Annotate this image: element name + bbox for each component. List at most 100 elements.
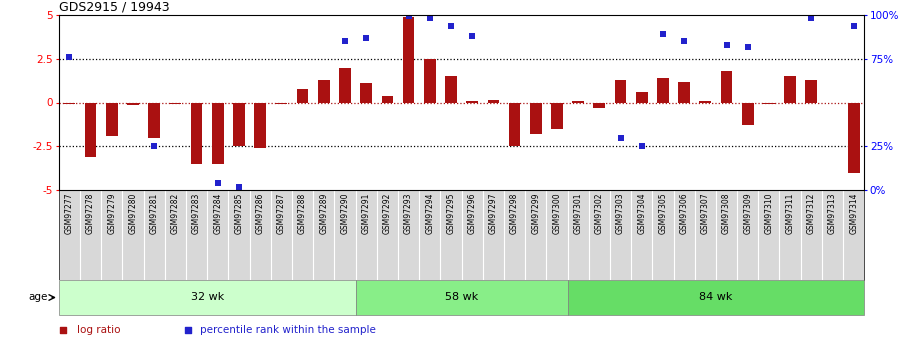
Point bbox=[180, 327, 195, 333]
Text: GSM97304: GSM97304 bbox=[637, 193, 646, 234]
Bar bbox=[657, 78, 669, 102]
Point bbox=[211, 180, 225, 186]
Point bbox=[804, 15, 818, 20]
Bar bbox=[233, 102, 245, 146]
Point bbox=[401, 13, 415, 19]
Text: GSM97312: GSM97312 bbox=[806, 193, 815, 234]
Text: GSM97308: GSM97308 bbox=[722, 193, 731, 234]
Bar bbox=[106, 102, 118, 136]
Text: GSM97295: GSM97295 bbox=[446, 193, 455, 234]
Text: GSM97277: GSM97277 bbox=[65, 193, 74, 234]
Point bbox=[147, 144, 161, 149]
Text: GSM97289: GSM97289 bbox=[319, 193, 329, 234]
Bar bbox=[63, 102, 75, 104]
Text: GSM97299: GSM97299 bbox=[531, 193, 540, 234]
Text: GSM97306: GSM97306 bbox=[680, 193, 689, 234]
Text: GSM97285: GSM97285 bbox=[234, 193, 243, 234]
Text: GSM97301: GSM97301 bbox=[574, 193, 583, 234]
Point bbox=[655, 31, 670, 37]
Bar bbox=[339, 68, 351, 102]
Text: 84 wk: 84 wk bbox=[700, 293, 732, 303]
Bar bbox=[720, 71, 732, 102]
Bar bbox=[678, 81, 690, 102]
Bar bbox=[700, 101, 711, 102]
Bar bbox=[85, 102, 97, 157]
Text: GSM97282: GSM97282 bbox=[171, 193, 180, 234]
Point bbox=[465, 33, 480, 39]
Bar bbox=[297, 89, 309, 102]
Bar bbox=[567, 280, 864, 315]
Point bbox=[846, 23, 861, 28]
Text: GSM97302: GSM97302 bbox=[595, 193, 604, 234]
Bar bbox=[128, 102, 138, 105]
Text: GSM97279: GSM97279 bbox=[108, 193, 117, 234]
Bar bbox=[445, 76, 457, 102]
Text: percentile rank within the sample: percentile rank within the sample bbox=[200, 325, 376, 335]
Bar bbox=[59, 280, 356, 315]
Bar bbox=[318, 80, 329, 102]
Bar bbox=[360, 83, 372, 102]
Bar bbox=[848, 102, 860, 172]
Bar bbox=[169, 102, 181, 104]
Bar bbox=[148, 102, 160, 138]
Text: GSM97313: GSM97313 bbox=[828, 193, 837, 234]
Point bbox=[740, 44, 755, 49]
Bar bbox=[572, 101, 584, 102]
Bar bbox=[530, 102, 541, 134]
Bar bbox=[594, 102, 605, 108]
Point bbox=[62, 54, 77, 60]
Point bbox=[677, 39, 691, 44]
Bar bbox=[805, 80, 817, 102]
Text: GSM97314: GSM97314 bbox=[849, 193, 858, 234]
Point bbox=[719, 42, 734, 48]
Text: GSM97296: GSM97296 bbox=[468, 193, 477, 234]
Bar bbox=[763, 102, 775, 104]
Bar bbox=[212, 102, 224, 164]
Text: GSM97292: GSM97292 bbox=[383, 193, 392, 234]
Text: GSM97294: GSM97294 bbox=[425, 193, 434, 234]
Point bbox=[359, 35, 374, 40]
Text: log ratio: log ratio bbox=[77, 325, 120, 335]
Text: GSM97303: GSM97303 bbox=[616, 193, 625, 234]
Text: GSM97305: GSM97305 bbox=[659, 193, 667, 234]
Text: GSM97310: GSM97310 bbox=[765, 193, 774, 234]
Text: GSM97290: GSM97290 bbox=[340, 193, 349, 234]
Bar bbox=[614, 80, 626, 102]
Text: GSM97288: GSM97288 bbox=[298, 193, 307, 234]
Text: GSM97291: GSM97291 bbox=[362, 193, 371, 234]
Bar bbox=[509, 102, 520, 146]
Text: GSM97298: GSM97298 bbox=[510, 193, 519, 234]
Text: GSM97307: GSM97307 bbox=[700, 193, 710, 234]
Bar bbox=[424, 59, 435, 102]
Bar bbox=[785, 76, 795, 102]
Bar bbox=[191, 102, 203, 164]
Text: GSM97281: GSM97281 bbox=[149, 193, 158, 234]
Text: 32 wk: 32 wk bbox=[191, 293, 224, 303]
Text: GSM97300: GSM97300 bbox=[552, 193, 561, 234]
Point bbox=[338, 39, 352, 44]
Point bbox=[634, 144, 649, 149]
Bar bbox=[254, 102, 266, 148]
Text: GSM97278: GSM97278 bbox=[86, 193, 95, 234]
Text: GSM97287: GSM97287 bbox=[277, 193, 286, 234]
Bar bbox=[742, 102, 754, 125]
Bar bbox=[356, 280, 567, 315]
Bar bbox=[275, 102, 287, 104]
Text: GSM97280: GSM97280 bbox=[129, 193, 138, 234]
Bar bbox=[403, 17, 414, 102]
Bar bbox=[636, 92, 648, 102]
Text: GSM97286: GSM97286 bbox=[256, 193, 264, 234]
Text: GSM97293: GSM97293 bbox=[404, 193, 413, 234]
Point bbox=[443, 23, 458, 28]
Text: GSM97311: GSM97311 bbox=[786, 193, 795, 234]
Text: GSM97297: GSM97297 bbox=[489, 193, 498, 234]
Point bbox=[232, 184, 246, 189]
Text: age: age bbox=[29, 293, 48, 303]
Bar bbox=[466, 101, 478, 102]
Bar bbox=[488, 100, 500, 102]
Bar bbox=[826, 102, 838, 103]
Point bbox=[423, 15, 437, 20]
Point bbox=[614, 135, 628, 140]
Text: 58 wk: 58 wk bbox=[445, 293, 478, 303]
Text: GSM97309: GSM97309 bbox=[743, 193, 752, 234]
